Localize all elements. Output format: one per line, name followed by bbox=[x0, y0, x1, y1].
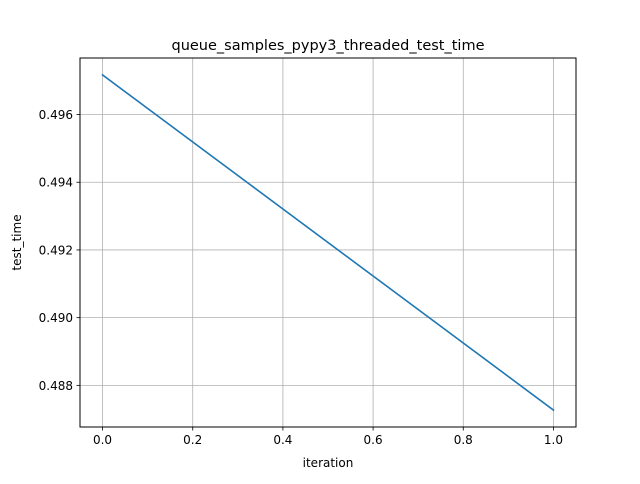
x-tick-label: 0.4 bbox=[273, 433, 292, 447]
y-tick-label: 0.494 bbox=[39, 176, 73, 190]
y-tick-label: 0.490 bbox=[39, 311, 73, 325]
series-line bbox=[101, 73, 555, 412]
x-tick-label: 1.0 bbox=[544, 433, 563, 447]
y-tick-label: 0.492 bbox=[39, 243, 73, 257]
ticks: 0.0 0.2 0.4 0.6 0.8 1.0 0.488 0.490 0.492 0.494 0.… bbox=[39, 108, 563, 447]
y-axis-label: test_time bbox=[10, 214, 24, 270]
grid bbox=[80, 58, 576, 427]
series-layer bbox=[101, 73, 555, 412]
plot-frame bbox=[79, 57, 577, 428]
x-tick-label: 0.2 bbox=[183, 433, 202, 447]
y-tick-label: 0.488 bbox=[39, 379, 73, 393]
y-tick-label: 0.496 bbox=[39, 108, 73, 122]
x-tick-label: 0.8 bbox=[454, 433, 473, 447]
x-axis-label: iteration bbox=[303, 456, 354, 470]
x-tick-label: 0.0 bbox=[93, 433, 112, 447]
chart-title: queue_samples_pypy3_threaded_test_time bbox=[171, 38, 484, 54]
x-tick-label: 0.6 bbox=[364, 433, 383, 447]
